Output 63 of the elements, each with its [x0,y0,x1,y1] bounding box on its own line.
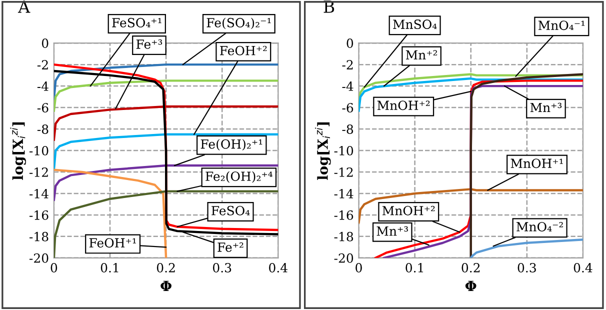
x-tick-label: 0.4 [269,263,288,272]
x-tick-label: 0.2 [156,263,175,272]
y-tick-label: -12 [29,167,48,177]
line-series [470,73,583,258]
annotation: MnOH⁺¹ [510,158,563,168]
line-series [358,188,583,224]
x-tick-label: 0.2 [462,263,480,272]
annotation: MnO₄⁻¹ [538,20,585,30]
y-tick-label: -20 [334,253,354,263]
y-tick-label: -8 [37,124,48,134]
y-tick-label: -10 [334,146,354,156]
y-tick-label: -2 [37,60,48,70]
annotation: MnSO₄ [393,20,437,29]
y-tick-label: 0 [346,38,354,48]
y-tick-label: -6 [342,103,354,112]
annotation: Fe(OH)₂⁺¹ [200,139,262,151]
annotation: Fe⁺² [218,242,244,252]
annotation: FeSO₄⁺¹ [112,18,162,28]
x-tick-label: 0.1 [406,263,423,272]
line-series [54,133,278,171]
annotation: Fe(SO₄)₂⁻¹ [206,18,271,30]
annotation: Mn⁺² [406,50,437,60]
x-tick-label: 0.1 [100,263,118,272]
y-axis-title: log[X$_{i}$$^{zi}$] [315,122,331,180]
y-axis-title: log[X$_{i}$$^{zi}$] [10,122,26,180]
x-axis-title: Φ [160,280,172,291]
x-tick-label: 0 [50,263,58,272]
annotation: Fe₂(OH)₂⁺⁴ [206,171,272,183]
y-tick-label: -6 [37,103,48,112]
x-tick-label: 0.4 [574,263,592,272]
y-tick-label: -14 [334,188,354,198]
line-series [54,168,168,258]
y-tick-label: 0 [42,38,48,48]
x-tick-label: 0.3 [518,263,536,272]
annotation: MnOH⁺² [377,100,430,110]
annotation: FeOH⁺² [220,46,267,56]
annotation: MnO₄⁻² [516,222,563,232]
y-tick-label: -2 [342,60,353,70]
y-tick-label: -4 [37,82,48,91]
y-tick-label: -20 [29,253,48,263]
y-tick-label: -8 [342,124,354,134]
line-series [54,80,278,112]
y-tick-label: -16 [29,210,48,220]
x-tick-label: 0.3 [212,263,232,272]
x-tick-label: 0 [356,263,362,272]
y-tick-label: -16 [334,210,354,220]
annotation: FeSO₄ [212,206,250,216]
x-axis-title: Φ [465,280,476,291]
annotation: Mn⁺³ [530,102,562,112]
annotation: Fe⁺³ [136,39,162,49]
y-tick-label: -4 [342,82,354,91]
annotation: Mn⁺³ [376,226,408,236]
y-tick-label: -14 [29,188,48,198]
y-tick-label: -18 [334,232,354,242]
line-series [470,238,583,258]
line-series [54,164,278,202]
annotation: FeOH⁺¹ [89,238,136,248]
line-series [54,63,278,100]
y-tick-label: -12 [334,167,353,177]
y-tick-label: -10 [29,146,48,156]
y-tick-label: -18 [29,232,48,242]
annotation: MnOH⁺² [382,206,435,216]
line-series [54,105,278,141]
